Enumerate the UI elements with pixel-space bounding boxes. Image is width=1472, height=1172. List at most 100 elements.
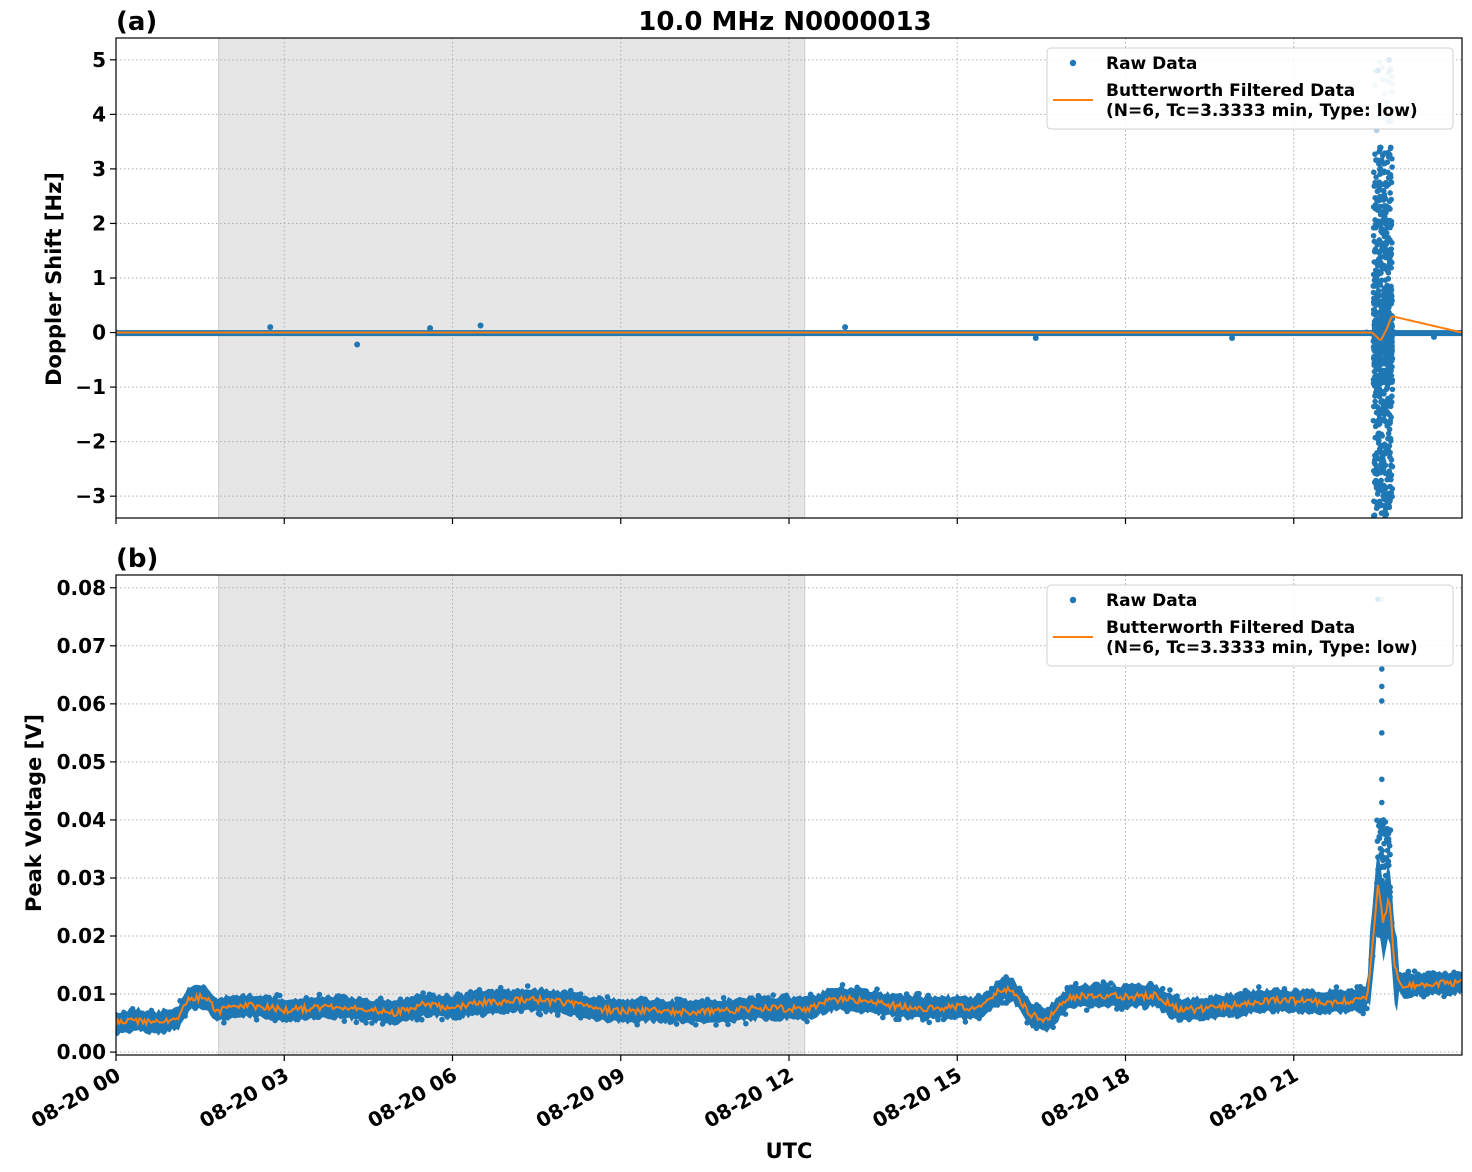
legend-raw-label: Raw Data <box>1106 54 1197 74</box>
raw-data-point <box>1389 386 1396 393</box>
raw-data-point <box>1036 1005 1042 1011</box>
raw-data-point <box>1383 241 1390 247</box>
raw-data-point <box>1384 159 1391 165</box>
raw-data-point <box>1380 488 1386 495</box>
raw-data-point <box>1235 1007 1242 1013</box>
raw-data-point <box>1382 470 1389 477</box>
raw-data-point <box>195 1000 201 1007</box>
raw-data-point <box>1229 335 1236 341</box>
raw-data-point <box>420 990 426 996</box>
panel-b-y-tick-label: 0.05 <box>57 750 106 774</box>
raw-data-point <box>506 992 513 999</box>
raw-data-point <box>1381 840 1387 847</box>
raw-data-point <box>1378 277 1385 284</box>
raw-data-point <box>1403 979 1409 986</box>
raw-data-point <box>777 1012 784 1019</box>
raw-data-point <box>1371 460 1378 466</box>
raw-data-point <box>1382 508 1388 514</box>
raw-data-point <box>341 1018 348 1024</box>
raw-data-point <box>1375 248 1382 255</box>
raw-data-point <box>974 1011 981 1018</box>
raw-data-point <box>1088 1002 1095 1009</box>
panel-a-y-tick-label: 0 <box>92 321 106 345</box>
raw-data-point <box>920 1017 926 1023</box>
raw-data-point <box>414 1017 420 1023</box>
raw-data-point <box>1357 983 1364 990</box>
panel-a-y-tick-label: 3 <box>92 157 106 181</box>
raw-data-point <box>358 1015 364 1022</box>
raw-data-point <box>1379 863 1386 870</box>
raw-data-point <box>224 998 230 1004</box>
raw-data-point <box>1385 430 1392 437</box>
panel-b-legend: Raw Data Butterworth Filtered Data(N=6, T… <box>1046 584 1454 667</box>
raw-data-point <box>1387 294 1394 300</box>
raw-data-point <box>315 998 321 1005</box>
raw-data-point <box>308 996 315 1003</box>
raw-data-point <box>1381 451 1388 457</box>
raw-data-point <box>1379 683 1385 690</box>
raw-data-point <box>1032 1020 1039 1026</box>
raw-data-point <box>1388 372 1395 379</box>
raw-data-point <box>807 991 814 998</box>
raw-data-point <box>197 989 204 996</box>
panel-b-y-tick-label: 0.00 <box>57 1040 106 1064</box>
raw-data-point <box>1174 993 1180 999</box>
raw-data-point <box>497 984 504 991</box>
raw-data-point <box>600 1012 607 1019</box>
raw-data-point <box>1332 992 1338 998</box>
raw-data-point <box>1370 204 1377 210</box>
x-tick-label: 08-20 21 <box>1205 1063 1303 1133</box>
panel-b-y-axis-label: Peak Voltage [V] <box>22 714 46 912</box>
raw-data-point <box>560 990 566 997</box>
raw-data-point <box>1379 730 1385 736</box>
raw-data-point <box>988 985 995 992</box>
raw-data-point <box>1376 329 1383 336</box>
raw-data-point <box>1376 377 1382 383</box>
raw-data-point <box>1380 817 1387 823</box>
raw-data-point <box>1387 454 1393 460</box>
raw-data-point <box>369 1020 375 1026</box>
raw-data-point <box>1377 211 1384 218</box>
raw-data-point <box>616 998 622 1005</box>
raw-data-point <box>1378 477 1384 484</box>
raw-data-point <box>1114 1006 1120 1012</box>
raw-data-point <box>1387 401 1393 408</box>
raw-data-point <box>935 1016 941 1023</box>
raw-data-point <box>1376 221 1382 228</box>
raw-data-point <box>353 1019 360 1026</box>
raw-data-point <box>524 983 531 989</box>
raw-data-point <box>1425 970 1431 977</box>
raw-data-point <box>743 1020 749 1027</box>
legend-filtered-label-line1: Butterworth Filtered Data <box>1106 618 1355 638</box>
raw-data-point <box>467 989 474 995</box>
raw-data-point <box>1381 351 1388 357</box>
raw-data-point <box>1384 220 1390 226</box>
panel-b-y-tick-label: 0.06 <box>57 692 106 716</box>
raw-data-point <box>611 998 617 1004</box>
raw-data-point <box>861 988 867 994</box>
raw-data-point <box>1388 218 1395 225</box>
raw-data-point <box>1376 931 1383 938</box>
raw-data-point <box>174 1008 181 1014</box>
raw-data-point <box>1430 974 1437 981</box>
raw-data-point <box>554 1012 561 1018</box>
raw-data-point <box>479 1012 486 1018</box>
raw-data-point <box>1017 988 1024 994</box>
raw-data-point <box>1353 989 1359 996</box>
raw-data-point <box>466 1005 473 1012</box>
raw-data-point <box>1387 348 1394 355</box>
raw-data-point <box>1373 505 1380 512</box>
raw-data-point <box>1058 995 1064 1001</box>
raw-data-point <box>1386 443 1393 449</box>
raw-data-point <box>673 1021 680 1027</box>
raw-data-point <box>1384 341 1391 348</box>
raw-data-point <box>1379 776 1385 783</box>
raw-data-point <box>252 996 259 1003</box>
raw-data-point <box>940 1016 947 1023</box>
raw-data-point <box>720 994 727 1001</box>
raw-data-point <box>427 325 434 332</box>
raw-data-point <box>321 999 327 1006</box>
raw-data-point <box>1248 996 1255 1002</box>
raw-data-point <box>1159 985 1166 992</box>
raw-data-point <box>1118 988 1125 995</box>
